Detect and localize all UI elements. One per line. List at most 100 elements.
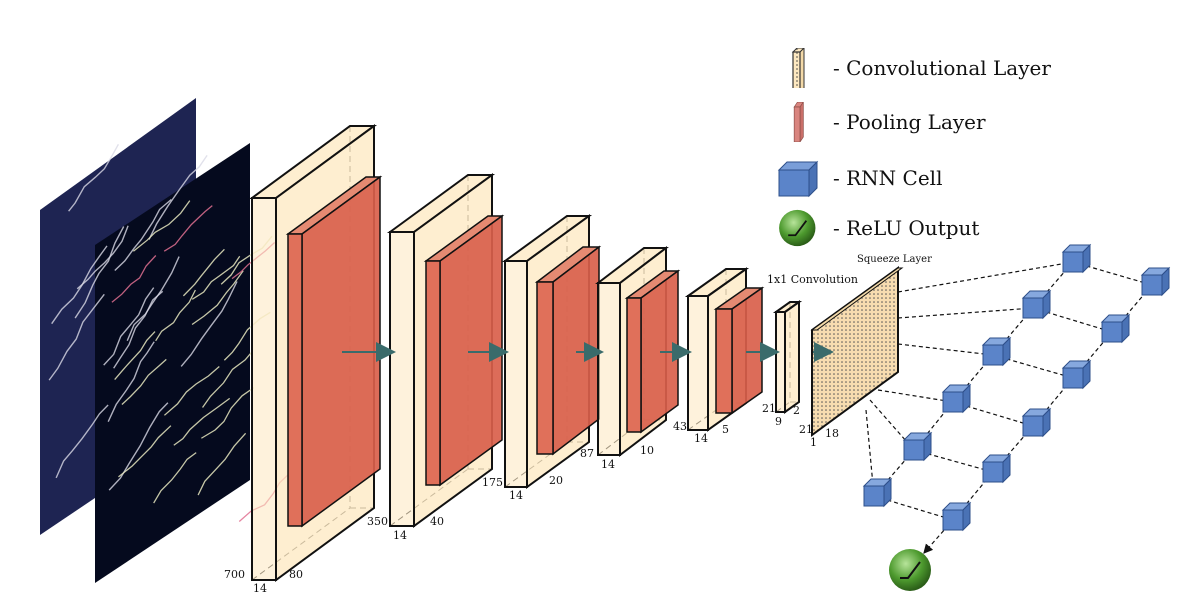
legend-label-pool: - Pooling Layer	[833, 110, 986, 134]
rnn-cell-b2-front	[982, 461, 1004, 483]
legend-label-rnn: - RNN Cell	[833, 166, 943, 190]
relu-output-icon	[779, 209, 816, 247]
rnn-cell-icon	[777, 160, 819, 198]
layer5-depth-label: 14	[694, 432, 708, 445]
input-streak	[153, 452, 197, 504]
rnn-cell-a1	[862, 477, 893, 508]
squeeze-layer-title: Squeeze Layer	[857, 254, 932, 265]
legend-label-conv: - Convolutional Layer	[833, 56, 1051, 80]
conv-block-2-front	[389, 231, 415, 527]
rnn-cell-a5-front	[1022, 297, 1044, 319]
input-streak	[202, 351, 253, 408]
layer5-height-label: 43	[673, 420, 687, 433]
legend-item-relu: - ReLU Output	[775, 208, 1075, 248]
pool-block-2-front	[425, 260, 441, 486]
layer3-width-label: 20	[549, 474, 563, 487]
rnn-cell-a3-front	[942, 391, 964, 413]
layer1-depth-label: 14	[253, 582, 267, 595]
legend: - Convolutional Layer - Pooling Layer - …	[775, 40, 1075, 255]
rnn-cell-b2	[981, 453, 1012, 484]
pool-block-5-side	[731, 286, 763, 415]
relu-glyph	[900, 561, 921, 579]
layer7-width-label: 18	[825, 427, 839, 440]
layer7-depth-label: 1	[810, 436, 817, 449]
legend-item-conv: - Convolutional Layer	[775, 48, 1075, 88]
layer1-width-label: 80	[289, 568, 303, 581]
layer2-height-label: 350	[367, 515, 388, 528]
pool-block-1-front	[287, 233, 303, 527]
input-streak	[163, 205, 213, 252]
layer5-width-label: 5	[722, 423, 729, 436]
input-streak	[133, 200, 191, 252]
input-streak	[113, 290, 164, 369]
input-streak	[126, 256, 180, 341]
layer4-width-label: 10	[640, 444, 654, 457]
rnn-cell-b6	[1140, 266, 1171, 297]
input-streak	[68, 143, 120, 212]
rnn-cell-a2-front	[903, 439, 925, 461]
pool-block-3-side	[552, 245, 600, 456]
layer3-depth-label: 14	[509, 489, 523, 502]
rnn-cell-a2	[902, 431, 933, 462]
input-streak	[148, 155, 208, 240]
conv-block-5-front	[687, 295, 709, 431]
squeeze-to-rnn-link	[897, 307, 1034, 319]
pool-block-3	[534, 245, 602, 456]
squeeze-to-rnn-link	[897, 343, 994, 356]
pool-block-4-front	[626, 297, 642, 433]
input-streak	[55, 404, 109, 479]
pool-block-2-side	[439, 214, 503, 487]
input-streak	[114, 331, 156, 380]
squeeze-to-rnn-link	[877, 389, 954, 403]
one-by-one-conv-block	[772, 300, 803, 414]
squeeze-layer-block	[810, 266, 904, 437]
rnn-cell-b5	[1100, 313, 1131, 344]
squeeze-to-rnn-link	[897, 261, 1074, 293]
conv-block-1-front	[251, 197, 277, 581]
one-by-one-conv-title: 1x1 Convolution	[767, 273, 858, 286]
input-streak	[74, 226, 125, 319]
pool-block-3-front	[536, 281, 554, 455]
input-streak	[108, 402, 169, 491]
rnn-cell-a5	[1021, 289, 1052, 320]
input-streak	[76, 225, 129, 290]
input-streak	[118, 425, 172, 478]
one-by-one-conv-block-side	[784, 300, 800, 414]
rnn-cell-b1-front	[942, 509, 964, 531]
input-image-front	[95, 143, 250, 583]
pool-block-1	[285, 175, 383, 528]
rnn-cell-b1	[941, 501, 972, 532]
input-streak	[180, 281, 238, 367]
layer4-depth-label: 14	[601, 458, 615, 471]
layer6-depth-label: 9	[775, 415, 782, 428]
rnn-cell-b3	[1021, 407, 1052, 438]
layer6-height-label: 21	[762, 402, 776, 415]
pool-block-5-front	[715, 308, 733, 414]
layer2-width-label: 40	[430, 515, 444, 528]
conv-block-3-front	[504, 260, 528, 488]
legend-item-rnn: - RNN Cell	[775, 158, 1075, 198]
one-by-one-conv-block-front	[775, 311, 786, 413]
input-streak	[197, 432, 247, 496]
squeeze-top	[810, 267, 904, 331]
rnn-cell-a1-front	[863, 485, 885, 507]
rnn-cell-b3-front	[1022, 415, 1044, 437]
input-streak	[48, 293, 105, 381]
rnn-cell-a6	[1061, 243, 1092, 274]
layer4-height-label: 87	[580, 447, 594, 460]
rnn-cell-a4-front	[982, 344, 1004, 366]
input-streak	[155, 289, 196, 342]
pool-block-4	[624, 269, 681, 434]
input-streak	[111, 255, 157, 303]
rnn-cell-a4	[981, 336, 1012, 367]
conv-layer-icon	[791, 48, 805, 88]
input-streak	[191, 270, 244, 326]
legend-item-pool: - Pooling Layer	[775, 102, 1075, 142]
input-streak	[173, 397, 231, 446]
input-streak	[191, 255, 241, 300]
layer2-depth-label: 14	[393, 529, 407, 542]
relu-output-node	[889, 549, 931, 591]
input-streak	[182, 248, 225, 297]
rnn-cell-b4	[1061, 359, 1092, 390]
layer3-height-label: 175	[482, 476, 503, 489]
